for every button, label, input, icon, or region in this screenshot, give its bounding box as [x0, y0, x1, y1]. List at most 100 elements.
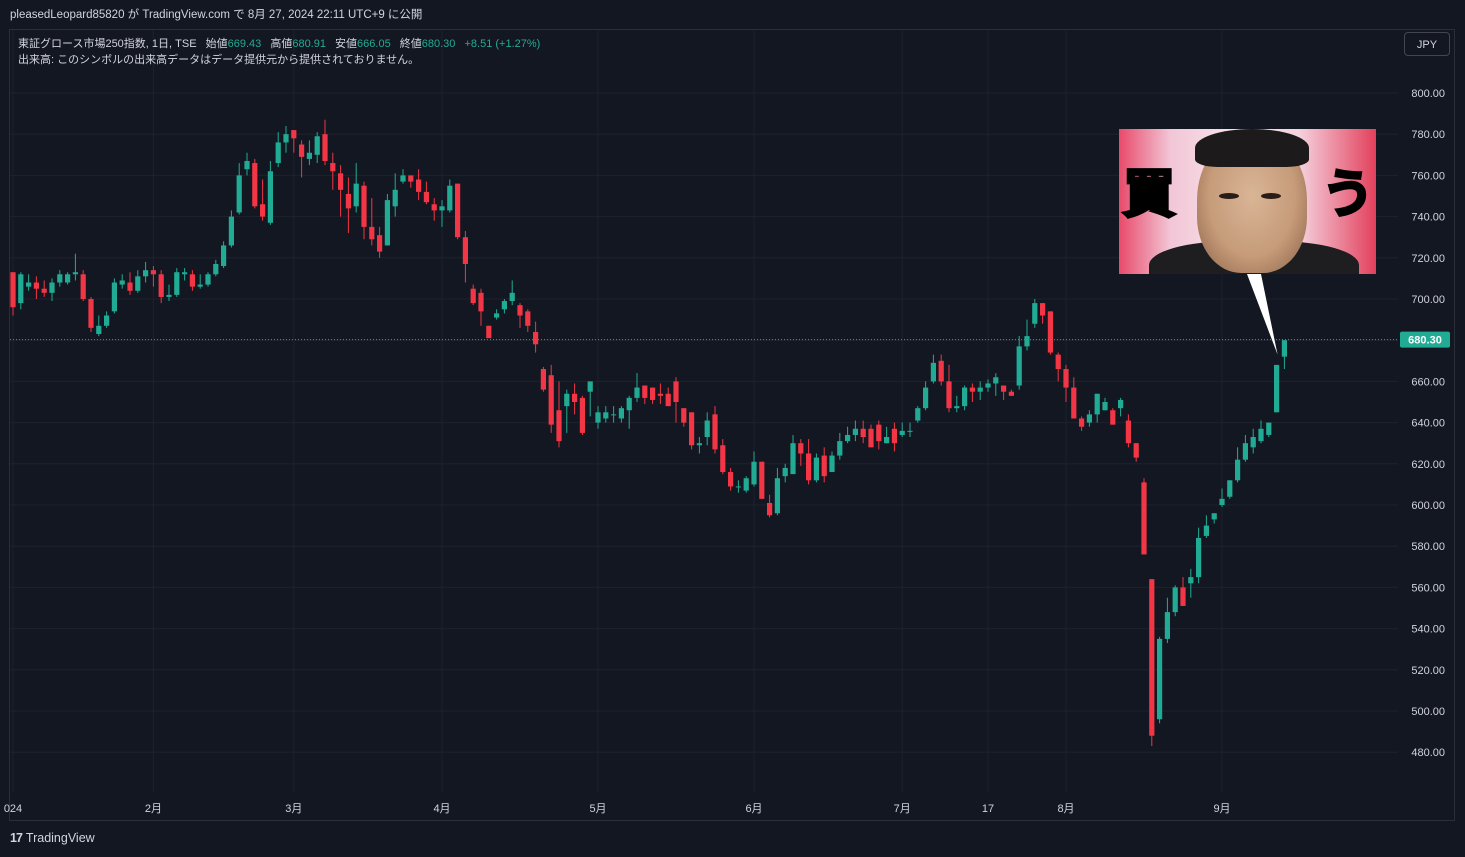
candle-body: [244, 160, 250, 170]
candle-body: [135, 276, 141, 291]
candle: [65, 272, 71, 285]
candle: [501, 299, 507, 314]
candle: [595, 406, 601, 429]
candle-body: [41, 288, 47, 293]
thumbnail-pointer: [1247, 274, 1278, 355]
candle-body: [650, 387, 656, 400]
candle: [587, 381, 593, 417]
candle: [548, 364, 554, 433]
candle: [1008, 389, 1014, 396]
candle: [150, 266, 156, 287]
candle: [1274, 364, 1280, 413]
candle: [704, 412, 710, 446]
candle-body: [525, 311, 531, 326]
candle: [665, 387, 671, 407]
candle: [969, 383, 975, 402]
candle: [1086, 410, 1092, 427]
open-label: 始値: [205, 38, 228, 50]
candle: [244, 152, 250, 176]
candle-body: [314, 136, 320, 155]
candle-body: [455, 183, 461, 238]
thumbnail-text-left: 買: [1121, 165, 1176, 225]
candle-body: [790, 443, 796, 475]
candle: [1110, 408, 1116, 425]
candle: [384, 193, 390, 246]
candle-body: [447, 185, 453, 211]
candle: [18, 272, 24, 310]
candle: [1242, 434, 1248, 462]
candle-body: [275, 142, 281, 164]
price-tick-label: 600.00: [1411, 500, 1445, 512]
candle-body: [579, 397, 585, 433]
candle-body: [821, 455, 827, 477]
candle: [330, 152, 336, 190]
candle: [1016, 336, 1022, 390]
candle: [447, 179, 453, 213]
candle-body: [166, 294, 172, 297]
high-value: 680.91: [292, 38, 326, 50]
candle-body: [681, 408, 687, 423]
candle: [985, 379, 991, 392]
candle-body: [891, 428, 897, 444]
candle-body: [657, 393, 663, 396]
candle-body: [1203, 525, 1209, 536]
candle: [221, 241, 227, 269]
currency-button[interactable]: JPY: [1404, 32, 1450, 56]
price-tick-label: 540.00: [1411, 624, 1445, 636]
candle-body: [993, 377, 999, 384]
candle: [104, 311, 110, 328]
candle-body: [1141, 482, 1147, 555]
thumbnail-left-eye: [1219, 193, 1239, 199]
candle-body: [930, 362, 936, 382]
candle: [10, 272, 16, 316]
candle-body: [813, 457, 819, 481]
candle: [260, 179, 266, 221]
candle-body: [548, 375, 554, 425]
candle: [884, 426, 890, 444]
candle-body: [751, 461, 757, 485]
price-tick-label: 520.00: [1411, 665, 1445, 677]
candle: [267, 160, 273, 225]
candle: [119, 274, 125, 289]
candle-body: [1086, 414, 1092, 423]
price-tick-label: 620.00: [1411, 459, 1445, 471]
candle: [439, 200, 445, 227]
change-value: +8.51 (+1.27%): [464, 38, 541, 50]
candle-body: [1164, 612, 1170, 639]
candle: [416, 169, 422, 201]
candle: [852, 420, 858, 442]
close-value: 680.30: [421, 38, 456, 50]
candle: [197, 274, 203, 289]
candle-body: [837, 441, 843, 456]
candle-body: [696, 443, 702, 446]
candle-body: [1227, 480, 1233, 497]
candle-body: [611, 414, 617, 416]
candle-body: [377, 235, 383, 252]
candle: [525, 309, 531, 332]
volume-note: 出来高: このシンボルの出来高データはデータ提供元から提供されておりません。: [18, 51, 419, 67]
candle: [1227, 480, 1233, 499]
candle: [798, 439, 804, 466]
candle-body: [1274, 364, 1280, 413]
candle: [603, 406, 609, 423]
candle-body: [509, 292, 515, 302]
price-tick-label: 740.00: [1411, 212, 1445, 224]
candle-body: [720, 445, 726, 473]
price-tag: [1400, 331, 1450, 348]
candle-body: [1055, 354, 1061, 370]
candle-body: [299, 144, 305, 157]
candle-body: [267, 171, 273, 223]
tradingview-brand[interactable]: 17 TradingView: [10, 831, 95, 845]
candle-body: [1180, 587, 1186, 606]
candle-body: [205, 274, 211, 285]
candle-body: [33, 282, 39, 289]
candle-body: [962, 387, 968, 407]
candle-body: [338, 173, 344, 190]
candle: [400, 169, 406, 184]
price-tick-label: 500.00: [1411, 706, 1445, 718]
candle: [205, 272, 211, 287]
candle: [72, 253, 78, 281]
candle: [353, 163, 359, 213]
candle: [626, 395, 632, 429]
candle: [1281, 340, 1287, 370]
